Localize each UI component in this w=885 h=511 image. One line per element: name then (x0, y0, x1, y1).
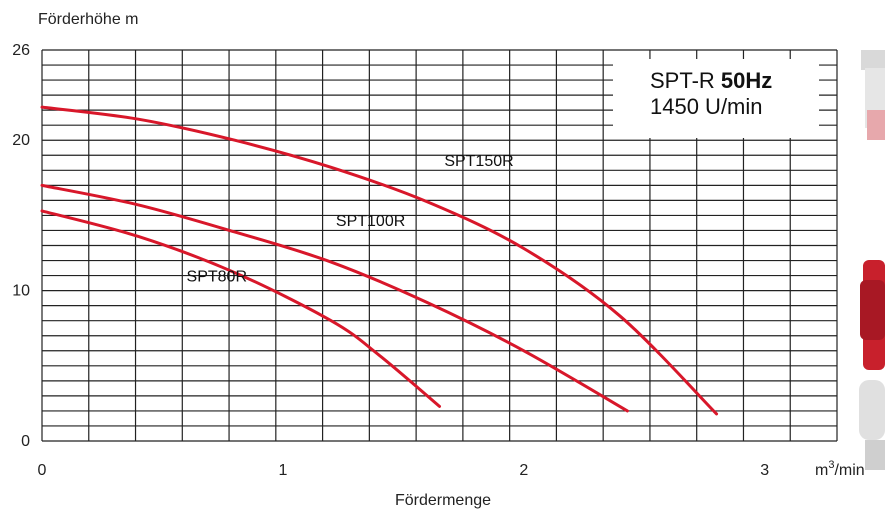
series-line-spt80r (40, 209, 441, 408)
pump-photo (859, 50, 885, 470)
x-axis-unit: m3/min (815, 459, 865, 479)
x-tick-label: 2 (519, 462, 528, 479)
chart-grid (41, 49, 838, 442)
info-box (613, 59, 819, 138)
x-tick-labels: 0 1 2 3 (38, 462, 770, 479)
x-tick-label: 0 (38, 462, 47, 479)
y-tick-label: 26 (12, 42, 30, 59)
y-axis-title: Förderhöhe m (38, 11, 139, 28)
series-label-spt80r: SPT80R (187, 269, 247, 286)
series-line-spt100r (40, 183, 629, 413)
x-tick-label: 3 (760, 462, 769, 479)
series-line-spt150r (40, 105, 719, 416)
x-axis-title: Fördermenge (395, 492, 491, 509)
series-label-spt150r: SPT150R (444, 153, 513, 170)
y-tick-label: 10 (12, 283, 30, 300)
info-line-2: 1450 U/min (650, 94, 763, 119)
series-label-spt100r: SPT100R (336, 213, 405, 230)
series-curves (40, 105, 719, 416)
y-tick-label: 0 (21, 433, 30, 450)
y-tick-label: 20 (12, 132, 30, 149)
x-tick-label: 1 (278, 462, 287, 479)
y-tick-labels: 0 10 20 26 (12, 42, 30, 450)
series-labels: SPT150R SPT100R SPT80R (187, 153, 514, 286)
info-line-1: SPT-R 50Hz (650, 68, 772, 93)
